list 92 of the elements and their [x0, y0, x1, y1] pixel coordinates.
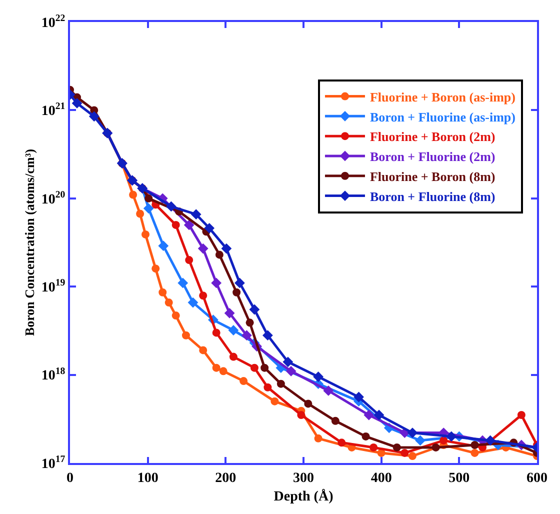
point	[164, 298, 173, 307]
legend-label: Boron + Fluorine (2m)	[370, 149, 496, 164]
point	[240, 377, 248, 386]
point	[188, 297, 198, 308]
point	[400, 448, 409, 457]
point	[370, 443, 378, 452]
point	[470, 441, 479, 449]
point	[314, 434, 322, 442]
y-tick-label: 10$^{19}$	[41, 278, 66, 296]
point	[286, 366, 296, 376]
point	[246, 318, 254, 327]
point	[211, 278, 222, 288]
point	[198, 243, 208, 254]
point	[178, 278, 188, 288]
point	[270, 397, 279, 406]
point	[362, 432, 370, 440]
point	[338, 438, 346, 447]
point	[172, 220, 180, 229]
point	[297, 411, 306, 420]
point	[249, 304, 260, 315]
y-tick-label: 10$^{17}$	[41, 454, 66, 472]
point	[262, 330, 273, 341]
point	[407, 428, 418, 438]
point	[143, 203, 154, 214]
point	[304, 400, 312, 408]
y-tick-label: 10$^{21}$	[41, 101, 66, 120]
x-tick-label: 0	[66, 470, 74, 486]
point	[88, 111, 100, 122]
point	[234, 278, 245, 288]
point	[374, 410, 384, 420]
point	[136, 210, 144, 218]
point	[364, 410, 374, 420]
point	[228, 325, 239, 336]
point	[250, 364, 258, 372]
point	[264, 383, 272, 392]
point	[212, 364, 220, 372]
x-tick-label: 600	[526, 470, 548, 486]
point	[221, 243, 232, 254]
legend-label: Boron + Fluorine (as-imp)	[370, 109, 516, 124]
y-tick-label: 10$^{22}$	[41, 13, 66, 31]
x-tick-label: 400	[370, 470, 392, 486]
legend-label: Fluorine + Boron (2m)	[370, 129, 496, 144]
point	[204, 222, 215, 234]
y-tick-label: 10$^{18}$	[41, 366, 66, 384]
x-tick-label: 300	[293, 470, 314, 486]
point	[172, 312, 180, 320]
point	[129, 190, 138, 199]
point	[199, 292, 208, 300]
point	[408, 452, 416, 460]
point	[72, 98, 82, 108]
point	[144, 194, 153, 202]
point	[260, 364, 269, 372]
point	[219, 367, 228, 376]
point	[158, 288, 167, 296]
point	[224, 308, 235, 318]
point	[282, 356, 294, 368]
point	[212, 328, 220, 337]
point	[199, 346, 208, 354]
point	[440, 436, 448, 444]
point	[215, 250, 224, 259]
point	[232, 288, 241, 296]
y-axis-title: Boron Concentration (atoms/cm³)	[22, 148, 37, 336]
legend-label: Boron + Fluorine (8m)	[370, 188, 496, 204]
legend-label: Fluorine + Boron (as-imp)	[370, 89, 516, 104]
point	[331, 416, 340, 425]
x-tick-label: 200	[215, 470, 236, 486]
x-axis-title: Depth (Å)	[274, 488, 334, 505]
point	[152, 264, 160, 273]
point	[446, 431, 457, 442]
point	[392, 443, 401, 452]
point	[184, 220, 194, 230]
point	[432, 443, 440, 452]
point	[415, 435, 426, 446]
legend-label: Fluorine + Boron (8m)	[370, 168, 496, 184]
y-tick-label: 10$^{20}$	[41, 189, 66, 208]
point	[323, 386, 334, 396]
point	[517, 411, 526, 420]
point	[185, 256, 194, 264]
point	[229, 352, 238, 361]
point	[241, 330, 252, 341]
point	[166, 201, 176, 212]
x-tick-label: 500	[448, 470, 470, 486]
x-tick-label: 100	[137, 470, 158, 486]
point	[354, 392, 364, 402]
point	[313, 372, 324, 382]
point	[142, 230, 150, 238]
point	[182, 331, 190, 340]
point	[158, 240, 169, 252]
point	[276, 380, 285, 388]
point	[470, 448, 479, 457]
point	[190, 209, 202, 220]
point	[485, 435, 496, 446]
